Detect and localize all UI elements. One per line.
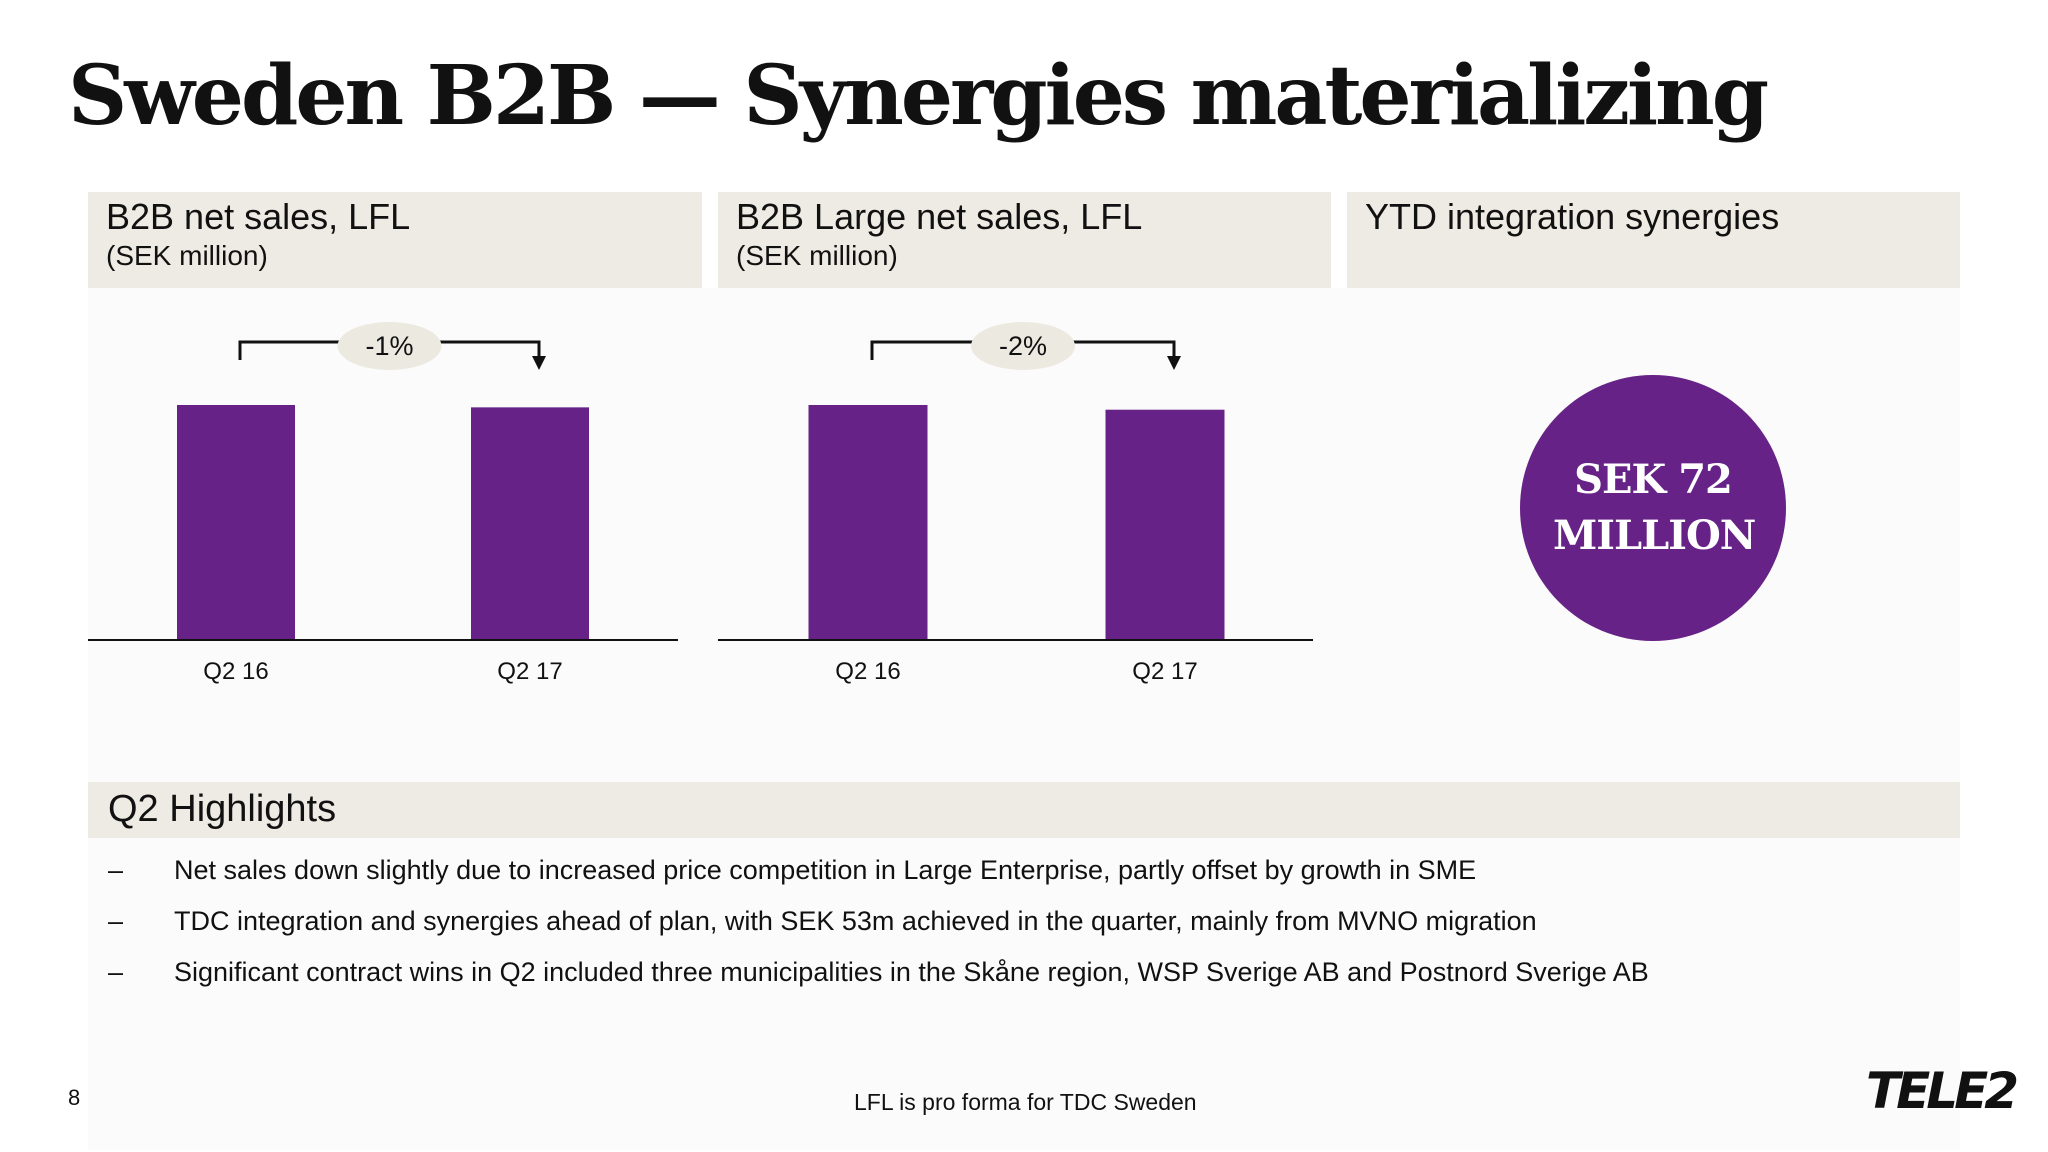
b2b-large-net-sales-chart: Q2 16 Q2 17 -2% (718, 322, 1313, 685)
change-pill (971, 322, 1075, 370)
footnote: LFL is pro forma for TDC Sweden (854, 1089, 1197, 1115)
panel-unit: (SEK million) (106, 240, 268, 271)
x-tick-label: Q2 17 (497, 658, 562, 685)
highlights-header: Q2 Highlights (88, 782, 1960, 838)
change-label: -2% (999, 331, 1047, 361)
synergy-value: SEK 72 MILLION (1553, 456, 1756, 559)
bullet-dash: – (108, 855, 124, 885)
change-pill (337, 322, 442, 370)
x-tick-label: Q2 16 (835, 658, 900, 685)
synergy-circle: SEK 72 MILLION (1520, 375, 1786, 641)
panel-title: YTD integration synergies (1365, 196, 1780, 237)
bar (808, 405, 928, 640)
panel-header-b2b-large-net-sales: B2B Large net sales, LFL (SEK million) (718, 192, 1331, 288)
highlight-text: Net sales down slightly due to increased… (174, 855, 1477, 885)
panel-unit: (SEK million) (736, 240, 898, 271)
bullet-dash: – (108, 906, 124, 936)
panel-header-ytd-synergies: YTD integration synergies (1347, 192, 1960, 288)
change-label: -1% (365, 331, 413, 361)
bar (1105, 409, 1225, 640)
change-arrow (1167, 356, 1181, 370)
bar (471, 407, 589, 640)
highlight-text: Significant contract wins in Q2 included… (174, 957, 1649, 987)
highlights-title: Q2 Highlights (108, 788, 337, 830)
highlight-text: TDC integration and synergies ahead of p… (174, 906, 1537, 936)
x-tick-label: Q2 17 (1132, 658, 1197, 685)
page-number: 8 (68, 1085, 81, 1110)
x-tick-label: Q2 16 (203, 658, 268, 685)
panel-header-b2b-net-sales: B2B net sales, LFL (SEK million) (88, 192, 702, 288)
panel-title: B2B net sales, LFL (106, 196, 411, 237)
b2b-net-sales-chart: Q2 16 Q2 17 -1% (88, 322, 678, 685)
panel-title: B2B Large net sales, LFL (736, 196, 1143, 237)
tele2-logo: TELE2 (1866, 1062, 2019, 1120)
bar (177, 405, 295, 640)
bullet-dash: – (108, 957, 124, 987)
page-title: Sweden B2B — Synergies materializing (68, 48, 1769, 144)
change-arrow (532, 356, 546, 370)
